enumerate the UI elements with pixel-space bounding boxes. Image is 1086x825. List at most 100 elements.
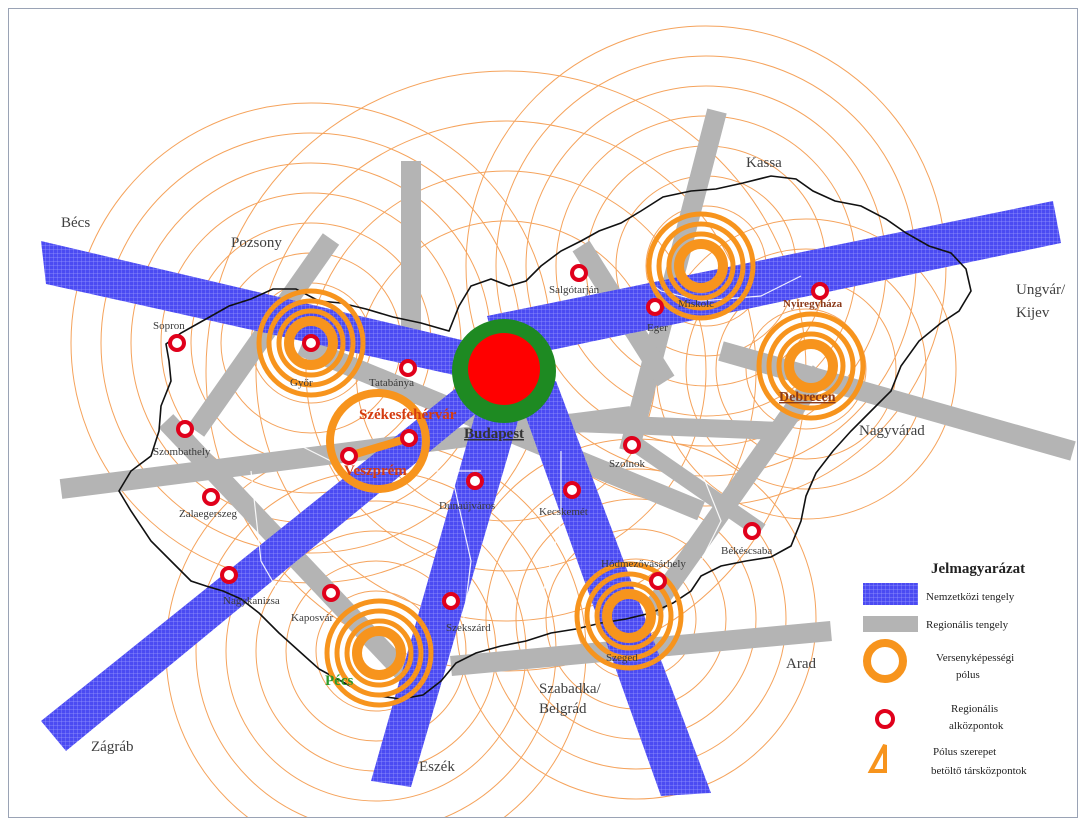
pole-ring (324, 598, 434, 708)
legend-title: Jelmagyarázat (931, 561, 1025, 577)
pole-ring (766, 321, 856, 411)
pole-miskolc[interactable] (646, 211, 756, 321)
pole-ring (574, 561, 684, 671)
label-belgrad: Belgrád (539, 701, 587, 717)
pole-ring (602, 589, 656, 643)
legend-subcenter-line2: alközpontok (949, 720, 1004, 732)
marker-nagykanizsa[interactable] (220, 566, 238, 584)
pole-ring (666, 231, 736, 301)
label-szombathely: Szombathely (153, 446, 211, 458)
influence-ring (515, 498, 757, 740)
legend-intl-label: Nemzetközi tengely (926, 591, 1015, 603)
marker-szekszard[interactable] (442, 592, 460, 610)
marker-veszprem[interactable] (340, 447, 358, 465)
marker-eger[interactable] (646, 298, 664, 316)
hungary-border (118, 175, 972, 700)
label-tatabanya: Tatabánya (369, 377, 414, 389)
label-debrecen: Debrecen (779, 390, 836, 405)
pole-ring (256, 288, 366, 398)
marker-szombathely[interactable] (176, 420, 194, 438)
marker-szolnok[interactable] (623, 436, 641, 454)
label-miskolc: Miskolc (678, 298, 714, 310)
label-salgotarjan: Salgótarján (549, 284, 600, 296)
label-nyiregyhaza: Nyíregyháza (783, 298, 843, 310)
marker-szekesfehervar[interactable] (400, 429, 418, 447)
marker-sopron[interactable] (168, 334, 186, 352)
marker-kaposvar[interactable] (322, 584, 340, 602)
competitiveness-poles (256, 211, 866, 708)
marker-kecskemet[interactable] (563, 481, 581, 499)
pole-ring (344, 618, 414, 688)
label-becs: Bécs (61, 215, 90, 231)
legend-pole-line2: pólus (956, 669, 980, 681)
pole-ring (646, 211, 756, 321)
pole-ring (276, 308, 346, 378)
label-szekszard: Szekszárd (446, 622, 491, 634)
marker-zalaegerszeg[interactable] (202, 488, 220, 506)
legend-subcenter-icon (875, 709, 895, 729)
legend-pole-icon (863, 639, 907, 683)
label-szeged: Szeged (606, 652, 638, 664)
budapest-pole[interactable] (452, 319, 556, 423)
regional-axis-pozsony (187, 233, 340, 437)
label-pozsony: Pozsony (231, 235, 282, 251)
marker-hodmezovasarhely[interactable] (649, 572, 667, 590)
influence-ring (305, 170, 707, 572)
pole-ring (756, 311, 866, 421)
co-center-veszprem-szekesfehervar[interactable] (326, 389, 430, 493)
pole-ring (266, 298, 356, 388)
label-veszprem: Veszprém (344, 463, 407, 479)
regional-axis-west-south (158, 414, 439, 708)
label-pecs: Pécs (325, 673, 353, 689)
label-budapest: Budapest (464, 426, 524, 442)
label-arad: Arad (786, 656, 816, 672)
pole-ring (656, 221, 746, 311)
pole-ring (334, 608, 424, 698)
pole-debrecen[interactable] (756, 311, 866, 421)
legend-pole-line1: Versenyképességi (936, 652, 1014, 664)
city-labels: Bécs Pozsony Kassa Ungvár/ Kijev Nagyvár… (61, 155, 1066, 775)
marker-dunaujvaros[interactable] (466, 472, 484, 490)
marker-bekescsaba[interactable] (743, 522, 761, 540)
legend-regional-label: Regionális tengely (926, 619, 1009, 631)
development-map: Bécs Pozsony Kassa Ungvár/ Kijev Nagyvár… (41, 25, 1077, 817)
pole-ring (594, 581, 664, 651)
map-frame: Bécs Pozsony Kassa Ungvár/ Kijev Nagyvár… (8, 8, 1078, 818)
label-eszek: Eszék (419, 759, 455, 775)
marker-tatabanya[interactable] (399, 359, 417, 377)
pole-ring (284, 316, 338, 370)
label-ungvar: Ungvár/ (1016, 282, 1066, 298)
marker-nyiregyhaza[interactable] (811, 282, 829, 300)
label-kassa: Kassa (746, 155, 782, 171)
label-bekescsaba: Békéscsaba (721, 545, 772, 557)
pole-pecs[interactable] (324, 598, 434, 708)
legend-cocenter-line1: Pólus szerepet (933, 746, 996, 758)
intl-axis-zagrab (41, 376, 491, 751)
pole-szeged[interactable] (574, 561, 684, 671)
label-sopron: Sopron (153, 320, 185, 332)
intl-axis-becs-budapest (41, 241, 487, 381)
pole-ring (674, 239, 728, 293)
label-hodmezovasarhely: Hódmezővásárhely (601, 558, 686, 570)
label-eger: Eger (647, 322, 668, 334)
legend-cocenter-line2: betöltő társközpontok (931, 765, 1027, 777)
label-szabadka: Szabadka/ (539, 681, 601, 697)
label-kaposvar: Kaposvár (291, 612, 333, 624)
marker-gyor[interactable] (302, 334, 320, 352)
marker-salgotarjan[interactable] (570, 264, 588, 282)
pole-ring (776, 331, 846, 401)
pole-ring (784, 339, 838, 393)
influence-ring (685, 248, 927, 490)
intl-axis-budapest-ungvar (487, 201, 1061, 361)
legend-regional-swatch (863, 616, 918, 632)
regional-axis-debrecen-szeged (642, 365, 830, 617)
pole-gyor[interactable] (256, 288, 366, 398)
label-szolnok: Szolnok (609, 458, 646, 470)
legend-cocenter-icon (867, 744, 887, 773)
label-kecskemet: Kecskemét (539, 506, 588, 518)
regional-subcenters (168, 264, 829, 610)
county-lines (250, 260, 802, 642)
label-gyor: Győr (290, 377, 313, 389)
influence-ring (745, 308, 867, 430)
pole-ring (352, 626, 406, 680)
